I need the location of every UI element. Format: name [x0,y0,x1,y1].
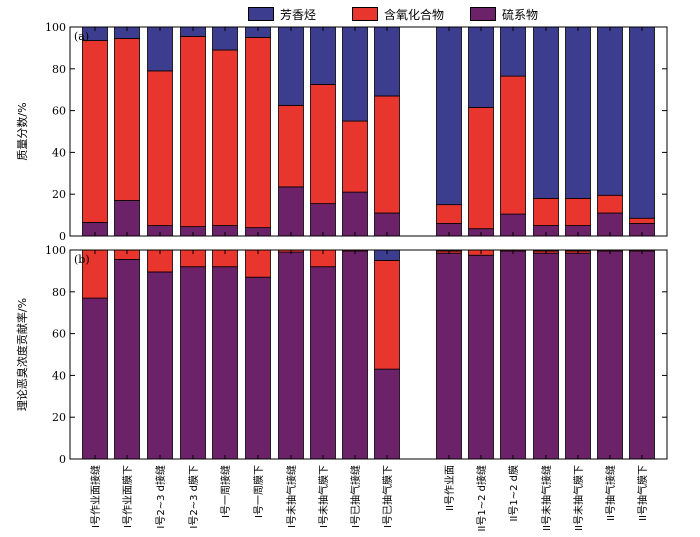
bar-segment-p0-c11-s2 [468,26,494,108]
ytick-label-p0-3: 60 [52,105,66,118]
bar-segment-p0-c11-s1 [468,107,494,230]
bar-segment-p0-c8-s0 [342,191,368,237]
bar-segment-p0-c14-s1 [565,197,591,226]
bar-segment-p0-c16-s2 [629,26,655,219]
bar-segment-p1-c0-s0 [82,297,108,460]
bar-segment-p0-c8-s1 [342,120,368,193]
bar-segment-p1-c5-s0 [245,276,271,460]
category-label-8: I号已抽气接缝 [349,465,362,528]
bar-segment-p0-c6-s2 [278,26,304,106]
ytick-label-p0-0: 0 [59,230,66,243]
ytick-label-p1-2: 40 [52,369,66,382]
bar-segment-p0-c1-s1 [114,38,140,201]
category-label-12: II号1~2 d膜 [508,465,520,522]
bar-segment-p1-c14-s0 [565,252,591,460]
ytick-label-p1-5: 100 [45,244,66,257]
legend-item-aromatics: 芳香烃 [248,5,316,23]
bar-segment-p0-c13-s2 [533,26,559,199]
bar-segment-p0-c8-s2 [342,26,368,122]
bar-segment-p1-c8-s0 [342,250,368,460]
ytick-label-p0-5: 100 [45,21,66,34]
category-label-7: I号未抽气膜下 [317,465,330,528]
category-label-2: I号2~3 d接缝 [154,465,167,529]
ytick-label-p0-4: 80 [52,63,66,76]
bar-segment-p1-c9-s1 [374,260,400,370]
bar-segment-p0-c3-s1 [180,36,206,227]
plot-frame-1 [69,249,668,460]
bar-segment-p0-c6-s0 [278,186,304,237]
bar-segment-p0-c16-s1 [629,217,655,224]
panel-label-1: (b) [74,253,90,266]
category-label-13: II号未抽气接缝 [540,465,553,531]
bar-segment-p1-c4-s0 [212,266,238,460]
bar-segment-p0-c12-s1 [500,75,526,215]
plot-frame-0 [69,26,668,237]
bar-segment-p1-c9-s0 [374,368,400,460]
bar-segment-p0-c1-s0 [114,200,140,237]
ytick-label-p0-2: 40 [52,146,66,159]
bar-segment-p1-c16-s0 [629,250,655,460]
legend: 芳香烃 含氧化合物 硫系物 [248,5,668,23]
bar-segment-p0-c13-s1 [533,197,559,226]
legend-item-oxygenates: 含氧化合物 [352,5,444,23]
legend-swatch-sulfides [470,7,496,21]
bar-segment-p0-c10-s2 [436,26,462,206]
bar-segment-p1-c1-s0 [114,259,140,460]
bar-segment-p0-c9-s1 [374,95,400,214]
bar-segment-p0-c2-s1 [147,70,173,226]
bar-segment-p0-c15-s1 [597,194,623,214]
bar-segment-p0-c7-s2 [310,26,336,85]
legend-label-sulfides: 硫系物 [502,7,539,22]
bar-segment-p0-c15-s2 [597,26,623,196]
category-label-3: I号2~3 d膜下 [188,465,200,529]
category-label-11: II号1~2 d接缝 [475,465,488,532]
category-label-0: I号作业面接缝 [89,465,102,528]
bar-segment-p0-c10-s1 [436,204,462,224]
category-label-1: I号作业面膜下 [122,465,134,528]
bar-segment-p0-c12-s2 [500,26,526,77]
bar-segment-p1-c11-s0 [468,254,494,460]
category-label-10: II号作业面 [444,465,456,511]
legend-label-aromatics: 芳香烃 [280,7,317,22]
category-label-6: I号未抽气接缝 [285,465,298,528]
bar-segment-p1-c0-s1 [82,249,108,299]
bar-segment-p1-c15-s0 [597,250,623,460]
bar-segment-p1-c10-s0 [436,252,462,460]
category-label-16: II号抽气膜下 [636,465,649,521]
bar-segment-p1-c5-s1 [245,249,271,278]
ytick-label-p1-3: 60 [52,328,66,341]
panel-label-0: (a) [74,30,89,43]
bar-segment-p0-c5-s1 [245,37,271,229]
bar-segment-p1-c6-s0 [278,251,304,460]
bar-segment-p1-c13-s0 [533,252,559,460]
ytick-label-p1-1: 20 [52,411,66,424]
bar-segment-p0-c7-s1 [310,84,336,205]
category-label-9: I号已抽气膜下 [381,465,394,528]
bar-segment-p0-c6-s1 [278,104,304,188]
ytick-label-p1-4: 80 [52,286,66,299]
legend-swatch-aromatics [248,7,274,21]
legend-swatch-oxygenates [352,7,378,21]
yaxis-title-0: 质量分数/% [16,102,29,160]
bar-segment-p0-c9-s2 [374,26,400,97]
category-label-4: I号一周接缝 [219,465,232,518]
bar-segment-p0-c0-s1 [82,40,108,223]
ytick-label-p0-1: 20 [52,188,66,201]
bar-segment-p1-c2-s0 [147,271,173,460]
category-label-14: II号未抽气膜下 [572,465,585,531]
legend-label-oxygenates: 含氧化合物 [384,7,445,22]
bar-segment-p0-c7-s0 [310,203,336,237]
bar-segment-p0-c4-s1 [212,49,238,226]
yaxis-title-1: 理论恶臭浓度贡献率/% [15,298,29,411]
bar-segment-p1-c7-s0 [310,266,336,460]
bar-segment-p1-c12-s0 [500,250,526,460]
bar-segment-p1-c3-s0 [180,266,206,460]
legend-item-sulfides: 硫系物 [470,5,538,23]
ytick-label-p1-0: 0 [59,453,66,466]
category-label-5: I号一周膜下 [253,465,265,518]
bar-segment-p0-c2-s2 [147,26,173,72]
bar-segment-p0-c14-s2 [565,26,591,199]
category-label-15: II号抽气接缝 [604,465,617,521]
